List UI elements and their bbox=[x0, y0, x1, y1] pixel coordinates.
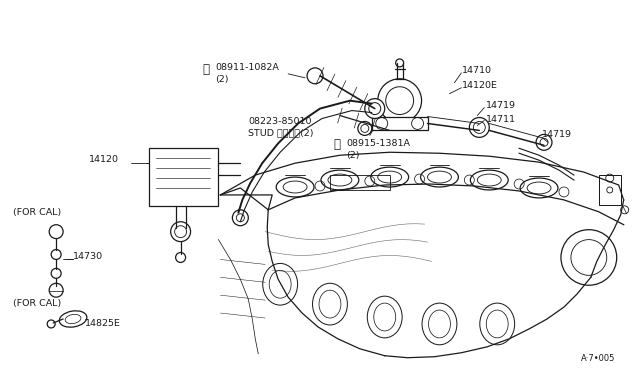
Text: A·7•005: A·7•005 bbox=[581, 354, 615, 363]
Circle shape bbox=[358, 122, 372, 135]
Text: 14120E: 14120E bbox=[462, 81, 499, 90]
Text: (2): (2) bbox=[346, 151, 360, 160]
Text: 14730: 14730 bbox=[73, 251, 103, 260]
Text: (FOR CAL): (FOR CAL) bbox=[13, 208, 61, 217]
Text: ⓝ: ⓝ bbox=[202, 63, 209, 76]
Circle shape bbox=[171, 222, 191, 241]
Circle shape bbox=[307, 68, 323, 84]
Text: 14710: 14710 bbox=[462, 66, 492, 75]
Circle shape bbox=[232, 210, 248, 226]
Circle shape bbox=[396, 59, 404, 67]
Circle shape bbox=[378, 79, 422, 122]
Bar bbox=[372, 116, 428, 131]
Text: 14719: 14719 bbox=[486, 101, 516, 110]
Circle shape bbox=[365, 99, 385, 119]
Text: 14825E: 14825E bbox=[85, 319, 121, 328]
Text: 14120: 14120 bbox=[89, 155, 119, 164]
Text: 14711: 14711 bbox=[486, 115, 516, 124]
Text: 08911-1082A: 08911-1082A bbox=[216, 63, 279, 72]
Text: (FOR CAL): (FOR CAL) bbox=[13, 299, 61, 308]
Text: (2): (2) bbox=[216, 75, 229, 84]
Bar bbox=[330, 175, 390, 190]
Text: 14719: 14719 bbox=[542, 131, 572, 140]
Text: Ⓜ: Ⓜ bbox=[333, 138, 340, 151]
Bar bbox=[148, 148, 218, 206]
Text: 08915-1381A: 08915-1381A bbox=[346, 140, 410, 148]
Text: STUD スタッド(2): STUD スタッド(2) bbox=[248, 128, 314, 137]
Text: 08223-85010: 08223-85010 bbox=[248, 116, 312, 125]
Bar bbox=[599, 175, 621, 205]
